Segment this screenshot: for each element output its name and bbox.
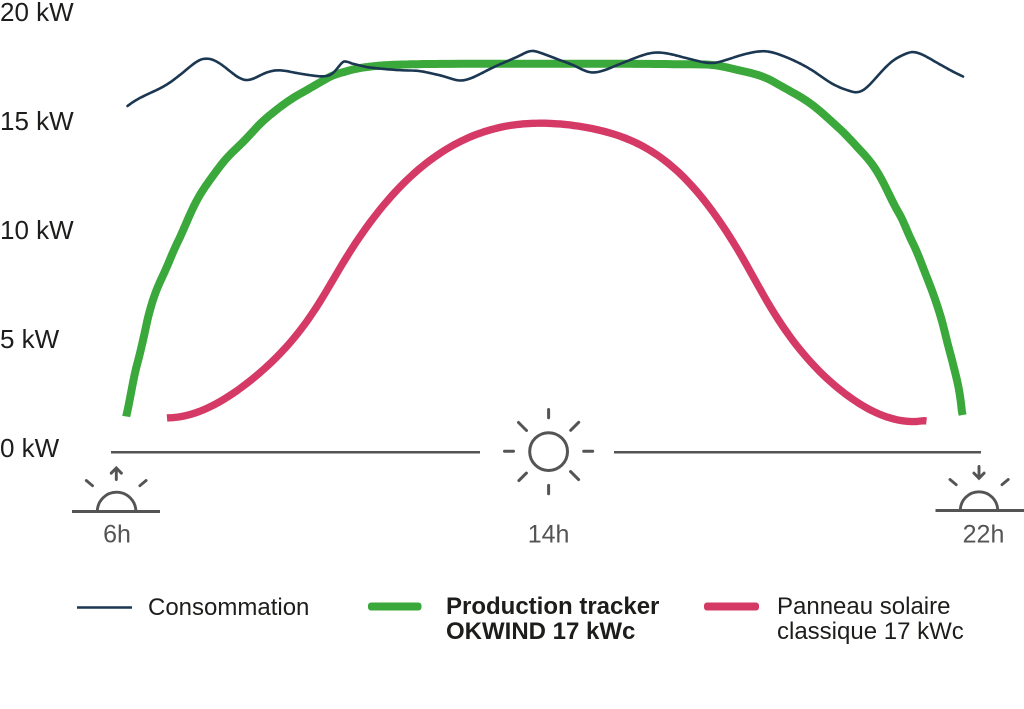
svg-text:15 kW: 15 kW: [0, 106, 74, 136]
svg-text:5 kW: 5 kW: [0, 324, 60, 354]
svg-text:10 kW: 10 kW: [0, 215, 74, 245]
svg-text:14h: 14h: [528, 521, 570, 549]
svg-text:6h: 6h: [103, 521, 131, 549]
svg-text:Consommation: Consommation: [148, 594, 309, 621]
svg-text:0 kW: 0 kW: [0, 433, 60, 463]
svg-text:classique 17 kWc: classique 17 kWc: [777, 618, 964, 645]
svg-text:Panneau solaire: Panneau solaire: [777, 593, 950, 620]
svg-text:22h: 22h: [963, 521, 1005, 549]
svg-text:Production tracker: Production tracker: [446, 593, 659, 620]
svg-text:20 kW: 20 kW: [0, 0, 74, 27]
svg-text:OKWIND 17 kWc: OKWIND 17 kWc: [446, 618, 635, 645]
